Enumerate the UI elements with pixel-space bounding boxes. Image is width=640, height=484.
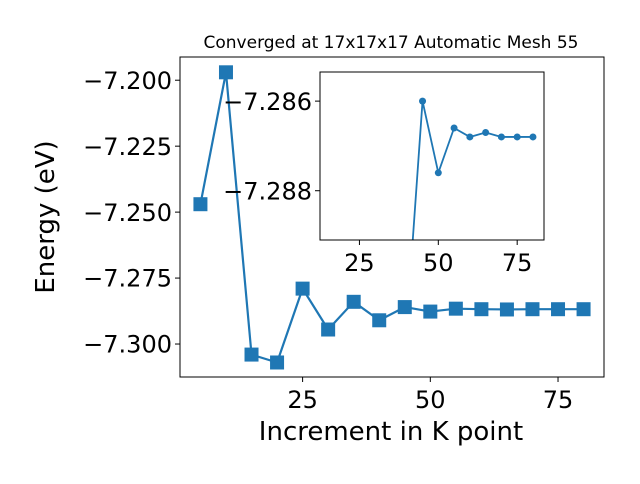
main-x-tick-label: 75 [543, 386, 574, 414]
main-y-tick-label: −7.300 [83, 331, 172, 359]
inset-axis-ticks: 25 50 75 −7.288 −7.286 [223, 88, 532, 277]
main-data-point [423, 304, 438, 319]
main-data-point [218, 65, 233, 80]
main-data-point [295, 281, 310, 296]
inset-data-point [482, 128, 490, 136]
main-axis-ticks: 25 50 75 −7.200 −7.225 −7.250 −7.275 −7.300 [83, 67, 573, 414]
inset-axes: 25 50 75 −7.288 −7.286 [223, 71, 545, 277]
main-data-point [474, 302, 489, 317]
inset-plot-frame [319, 71, 545, 241]
main-data-point [448, 301, 463, 316]
inset-data-point [450, 124, 458, 132]
inset-data-point [419, 97, 427, 105]
inset-x-tick-label: 25 [344, 249, 375, 277]
main-data-point [551, 302, 566, 317]
inset-x-tick-label: 75 [502, 249, 533, 277]
x-axis-label: Increment in K point [259, 417, 523, 447]
inset-data-point [529, 133, 537, 141]
main-series-line [199, 71, 584, 364]
main-x-tick-label: 50 [415, 386, 446, 414]
y-axis-label: Energy (eV) [31, 140, 61, 293]
main-data-point [321, 322, 336, 337]
main-data-point [193, 197, 208, 212]
main-data-point [397, 300, 412, 315]
inset-data-point [497, 133, 505, 141]
main-y-tick-label: −7.200 [83, 67, 172, 95]
main-data-point [244, 347, 259, 362]
main-data-point [525, 302, 540, 317]
main-y-tick-label: −7.275 [83, 265, 172, 293]
main-data-point [346, 294, 361, 309]
inset-plot-background [320, 72, 544, 240]
main-y-tick-label: −7.250 [83, 199, 172, 227]
inset-y-tick-label: −7.286 [223, 88, 312, 116]
main-x-tick-label: 25 [287, 386, 318, 414]
main-data-point [499, 302, 514, 317]
main-data-point [576, 302, 591, 317]
main-y-tick-label: −7.225 [83, 133, 172, 161]
inset-y-tick-label: −7.288 [223, 177, 312, 205]
main-data-point [270, 355, 285, 370]
chart-title: Converged at 17x17x17 Automatic Mesh 55 [204, 33, 579, 53]
inset-data-point [513, 133, 521, 141]
inset-x-tick-label: 50 [423, 249, 454, 277]
main-data-point [372, 313, 387, 328]
inset-series-marks [411, 97, 537, 240]
inset-data-point [434, 169, 442, 177]
main-plot-frame [179, 56, 605, 378]
main-series-marks [193, 65, 591, 370]
inset-data-point [466, 133, 474, 141]
